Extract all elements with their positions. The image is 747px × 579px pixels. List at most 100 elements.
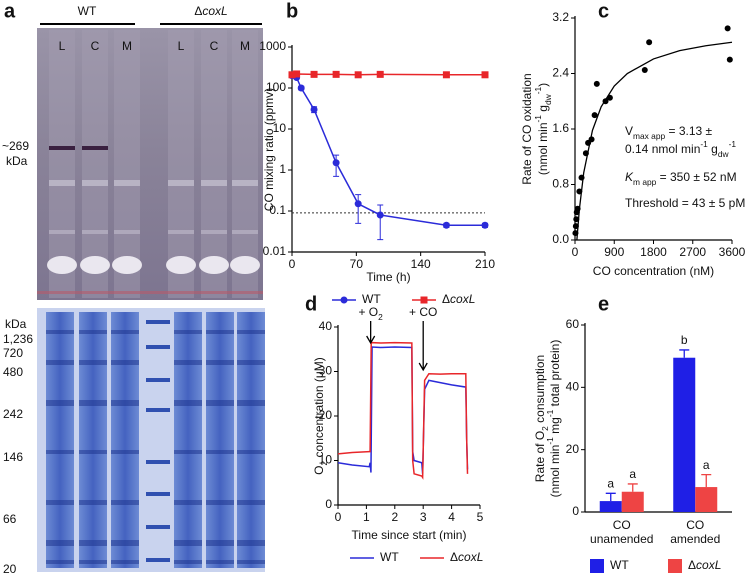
text-part: -1 xyxy=(700,139,708,149)
lane-band xyxy=(174,360,202,365)
text-part: g xyxy=(536,105,550,115)
x-tick-label: unamended xyxy=(590,532,653,546)
event-arrow xyxy=(418,321,428,372)
data-point xyxy=(641,67,648,74)
fit-curve xyxy=(576,41,733,241)
lane-label: C xyxy=(210,39,219,53)
legend-label: WT xyxy=(380,550,399,564)
y-axis-label: O2 concentration (μM) xyxy=(312,357,329,475)
x-tick-label: 4 xyxy=(448,510,455,524)
x-tick-label: 2700 xyxy=(679,245,706,259)
lane-band xyxy=(174,400,202,406)
panel-letter: a xyxy=(4,0,16,22)
lane-band xyxy=(201,180,227,186)
band-size: ~269 xyxy=(2,139,29,153)
data-point xyxy=(591,112,598,119)
lane-band xyxy=(237,500,265,505)
annotation: Vmax app = 3.13 ± xyxy=(625,124,713,141)
lane-band xyxy=(46,450,74,454)
legend-swatch xyxy=(668,559,682,573)
lane xyxy=(82,30,108,298)
y-axis-label: Rate of CO oxidation xyxy=(520,73,534,184)
strain-label: WT xyxy=(78,4,97,18)
lane-band xyxy=(79,560,107,564)
lane-band xyxy=(79,330,107,334)
ladder-band xyxy=(146,492,170,496)
error-bar xyxy=(627,483,638,492)
lane-band xyxy=(174,330,202,334)
lane-band xyxy=(199,256,229,274)
data-point xyxy=(332,70,340,78)
y-tick-label: 0 xyxy=(325,497,332,511)
x-axis-label: Time (h) xyxy=(366,270,410,284)
legend-label: ΔcoxL xyxy=(450,550,483,564)
data-point xyxy=(310,105,318,113)
text-part: concentration (μM) xyxy=(312,357,326,461)
legend-marker xyxy=(420,296,428,304)
significance-letter: a xyxy=(629,467,636,481)
x-tick-label: amended xyxy=(670,532,720,546)
lane-band xyxy=(206,330,234,334)
data-point xyxy=(572,230,579,237)
bar xyxy=(621,491,644,512)
lane-band xyxy=(237,400,265,406)
y-tick-label: 30 xyxy=(319,364,333,378)
text-part: 0.14 nmol min xyxy=(625,142,700,156)
marker-size: 1,236 xyxy=(3,332,33,346)
y-tick-label: 40 xyxy=(319,319,333,333)
text-part: mg xyxy=(548,417,562,437)
lane-band xyxy=(237,330,265,334)
x-tick-label: 2 xyxy=(391,510,398,524)
lane-band xyxy=(230,256,260,274)
lane-band xyxy=(206,540,234,546)
ladder-band xyxy=(146,320,170,324)
text-part: (nmol min xyxy=(536,122,550,175)
text-part: V xyxy=(625,124,633,138)
ladder-band xyxy=(146,378,170,382)
x-tick-label: 210 xyxy=(475,257,495,271)
text-part: coxL xyxy=(450,292,475,306)
legend-label: WT xyxy=(610,558,629,572)
text-part: g xyxy=(708,142,718,156)
lane xyxy=(49,30,75,298)
lane-band xyxy=(46,330,74,334)
ladder-band xyxy=(146,558,170,562)
text-part: K xyxy=(625,170,634,184)
data-point xyxy=(288,71,296,79)
x-tick-label: 0 xyxy=(572,245,579,259)
lane xyxy=(114,30,140,298)
panel-letter: b xyxy=(286,0,298,22)
error-bar xyxy=(605,492,616,502)
text-part: consumption xyxy=(533,355,547,426)
lane-band xyxy=(49,180,75,186)
y-tick-label: 0 xyxy=(572,504,579,518)
y-tick-label: 10 xyxy=(319,453,333,467)
bar xyxy=(673,357,696,512)
text-part: (nmol min xyxy=(548,445,562,498)
lane-band xyxy=(174,560,202,564)
lane-band xyxy=(111,560,139,564)
lane-band xyxy=(82,180,108,186)
text-part: total protein) xyxy=(548,340,562,410)
lane-label: C xyxy=(91,39,100,53)
y-tick-label: 10 xyxy=(273,121,287,135)
text-part: coxL xyxy=(458,550,483,564)
lane-band xyxy=(201,230,227,234)
gel-bands xyxy=(37,30,265,568)
legend-label: WT xyxy=(362,292,381,306)
x-tick-label: 3600 xyxy=(719,245,746,259)
text-part: dw xyxy=(718,149,730,159)
x-tick-label: 140 xyxy=(411,257,431,271)
native-gel xyxy=(37,28,263,300)
x-axis-label: CO concentration (nM) xyxy=(593,264,714,278)
data-point xyxy=(602,98,609,105)
data-point xyxy=(576,188,583,195)
lane-band xyxy=(114,180,140,186)
x-tick-label: 0 xyxy=(289,257,296,271)
lane-band xyxy=(46,400,74,406)
lane-band xyxy=(206,400,234,406)
data-point xyxy=(442,221,450,229)
error-bar xyxy=(377,204,384,241)
text-part: -1 xyxy=(533,87,543,95)
lane-band xyxy=(111,500,139,505)
